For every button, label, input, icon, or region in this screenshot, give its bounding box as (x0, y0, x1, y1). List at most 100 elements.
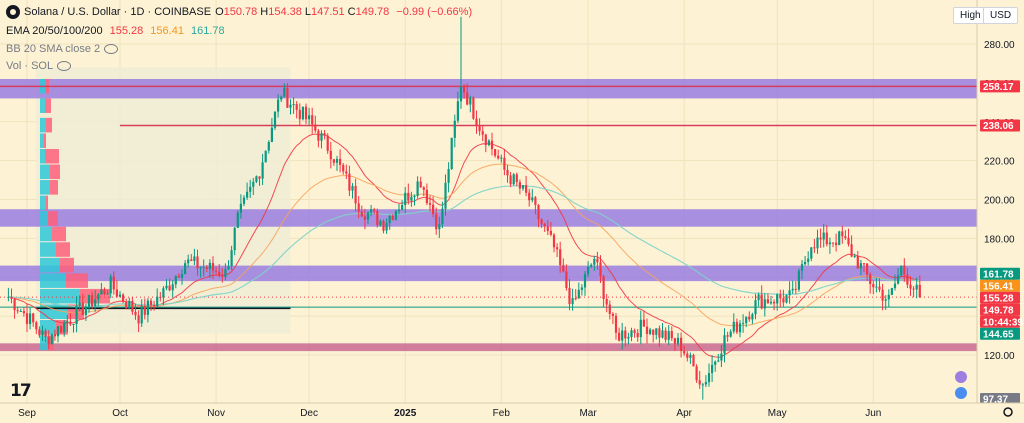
candle-body (366, 212, 370, 220)
candle-body (472, 97, 475, 119)
candle-body (419, 181, 422, 188)
candle-body (428, 203, 432, 205)
candle-body (394, 211, 397, 220)
candle-body (859, 263, 862, 269)
candle-body (531, 197, 534, 201)
candle-body (627, 336, 630, 339)
candle-body (695, 366, 698, 381)
country-flag-icon (955, 387, 967, 399)
candle-body (652, 329, 655, 335)
time-tick-label: 2025 (394, 408, 417, 419)
ohlc-value: 150.78 (223, 6, 258, 18)
candle-body (162, 288, 165, 298)
candle-body (717, 360, 720, 362)
candle-body (611, 313, 614, 316)
candle-body (704, 382, 707, 385)
candle-body (521, 185, 525, 189)
candle-body (354, 185, 357, 204)
candle-body (159, 296, 162, 298)
candle-body (339, 158, 342, 165)
candle-body (552, 234, 556, 248)
candle-body (782, 298, 785, 303)
candle-body (261, 162, 264, 179)
ema-line (8, 163, 920, 327)
candle-body (633, 330, 636, 333)
candle-body (760, 294, 763, 309)
candle-body (22, 311, 25, 314)
candle-body (72, 323, 75, 325)
candle-body (680, 337, 683, 351)
vol-legend: Vol · SOL (6, 60, 72, 72)
candle-body (258, 176, 261, 179)
candle-body (456, 101, 459, 121)
candle-body (196, 256, 199, 269)
price-label-text: 149.78 (983, 305, 1014, 316)
candles (7, 16, 921, 400)
candle-body (301, 106, 304, 120)
bb-label[interactable]: BB 20 SMA close 2 (6, 43, 101, 55)
candle-body (459, 86, 463, 102)
candle-body (463, 86, 466, 93)
candle-body (813, 247, 816, 249)
high-button[interactable]: High (953, 7, 988, 24)
candle-body (379, 220, 382, 226)
candle-body (723, 335, 726, 354)
candle-body (587, 266, 590, 275)
volume-profile-down-bar (48, 211, 58, 226)
horizontal-lines (0, 85, 977, 310)
candle-body (363, 216, 366, 220)
candle-body (143, 305, 146, 315)
candle-body (103, 289, 106, 295)
settings-gear-icon[interactable] (1003, 407, 1013, 417)
candle-body (233, 227, 236, 251)
candle-body (642, 319, 645, 327)
ema-label[interactable]: EMA 20/50/100/200 (6, 25, 103, 37)
candle-body (466, 92, 469, 105)
candle-body (425, 189, 428, 204)
eye-hidden-icon[interactable] (57, 61, 72, 71)
candle-body (32, 313, 35, 323)
candle-body (314, 124, 317, 131)
candle-body (360, 211, 363, 217)
candle-body (246, 191, 249, 198)
candle-body (608, 304, 611, 314)
candle-body (91, 295, 94, 307)
candle-body (500, 157, 503, 159)
candle-body (540, 219, 543, 224)
currency-select[interactable]: USD (983, 7, 1019, 24)
candle-body (673, 338, 676, 344)
candle-body (180, 274, 184, 278)
price-label-text: 155.28 (983, 293, 1014, 304)
candle-body (800, 264, 804, 271)
candle-body (351, 185, 354, 191)
change-value: −0.99 (−0.66%) (396, 6, 473, 18)
price-label-text: 10:44:39 (983, 317, 1023, 328)
candle-body (900, 265, 903, 276)
candle-body (689, 355, 692, 358)
symbol-title[interactable]: Solana / U.S. Dollar · 1D · COINBASE (24, 6, 212, 18)
candle-body (75, 305, 78, 324)
candle-body (835, 242, 838, 246)
candle-body (838, 231, 841, 246)
candle-body (769, 301, 773, 304)
candle-body (872, 284, 875, 288)
candle-body (475, 118, 478, 127)
price-label-box (980, 291, 1020, 304)
eye-hidden-icon[interactable] (104, 44, 119, 54)
candle-body (621, 330, 624, 341)
candle-body (844, 236, 847, 239)
candle-body (370, 209, 373, 213)
candle-body (416, 181, 419, 196)
candle-body (78, 302, 81, 306)
candle-body (202, 267, 205, 269)
candle-body (404, 192, 407, 206)
volume-profile-up-bar (40, 117, 46, 133)
candle-body (332, 159, 335, 163)
vol-label[interactable]: Vol · SOL (6, 60, 54, 72)
candle-body (714, 361, 717, 365)
volume-profile-down-bar (52, 226, 66, 242)
candle-body (453, 120, 456, 138)
solana-logo-icon (6, 5, 20, 19)
candle-body (893, 283, 897, 289)
